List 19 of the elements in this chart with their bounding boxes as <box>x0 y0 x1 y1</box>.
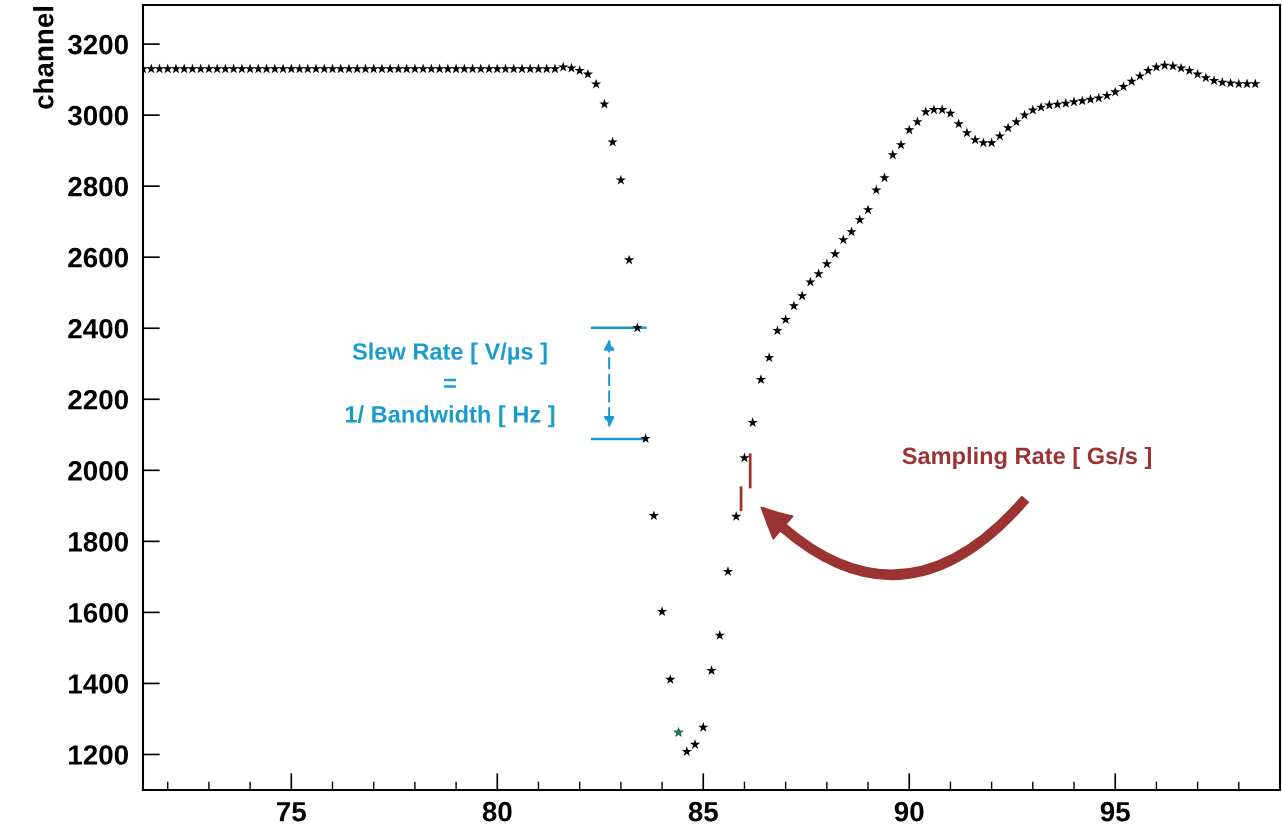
y-tick-label: 1600 <box>69 603 128 623</box>
x-tick-label: 90 <box>894 801 924 822</box>
y-tick-label: 2200 <box>68 389 128 410</box>
x-tick-label: 75 <box>277 802 306 822</box>
x-tick-label: 80 <box>482 801 512 822</box>
y-tick-label: 3200 <box>67 34 128 55</box>
y-axis-title: channel <box>33 6 54 109</box>
y-tick-label: 2000 <box>68 460 128 481</box>
y-tick-label: 2600 <box>68 247 128 268</box>
y-tick-label: 1800 <box>69 532 128 552</box>
y-tick-label: 2800 <box>68 176 128 197</box>
y-tick-label: 1400 <box>69 674 128 694</box>
annotation: Slew Rate [ V/µs ] = 1/ Bandwidth [ Hz ] <box>345 342 555 428</box>
y-tick-label: 1200 <box>69 745 128 765</box>
y-tick-label: 3000 <box>67 105 128 126</box>
y-tick-label: 2400 <box>68 318 128 339</box>
annotation: Sampling Rate [ Gs/s ] <box>902 446 1151 469</box>
x-tick-label: 85 <box>688 801 718 822</box>
x-tick-label: 95 <box>1100 801 1130 822</box>
